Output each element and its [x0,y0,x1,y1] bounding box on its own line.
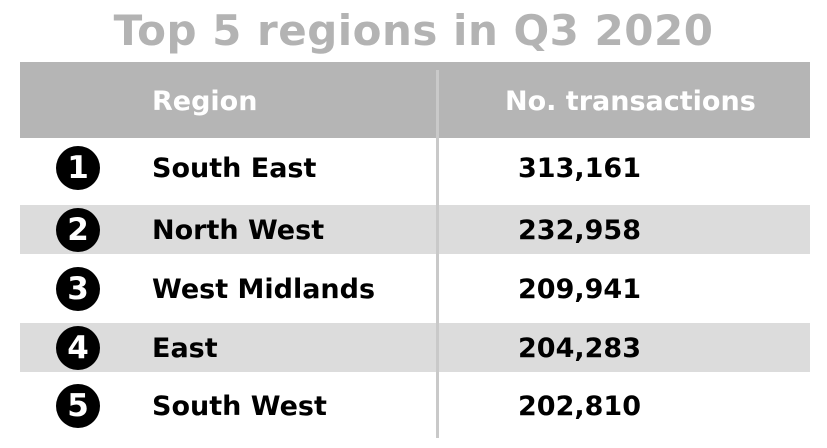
region-name: North West [152,215,325,246]
transactions-value: 232,958 [518,215,641,246]
regions-table: Region No. transactions 1 South East 313… [20,62,810,442]
rank-badge: 2 [56,208,100,252]
table-header: Region No. transactions [20,62,810,138]
rank-badge: 4 [56,326,100,370]
rank-badge: 5 [56,384,100,428]
rank-badge: 1 [56,146,100,190]
rank-badge: 3 [56,267,100,311]
transactions-value: 204,283 [518,333,641,364]
region-name: East [152,333,218,364]
table-row: 2 North West 232,958 [20,205,810,254]
transactions-value: 313,161 [518,153,641,184]
region-name: West Midlands [152,274,376,305]
column-header-transactions: No. transactions [505,86,756,117]
transactions-value: 209,941 [518,274,641,305]
region-name: South West [152,391,327,422]
table-row: 3 West Midlands 209,941 [20,264,810,313]
page-title: Top 5 regions in Q3 2020 [113,6,714,55]
column-divider [436,70,439,438]
column-header-region: Region [152,86,258,117]
transactions-value: 202,810 [518,391,641,422]
table-row: 4 East 204,283 [20,323,810,372]
table-row: 5 South West 202,810 [20,381,810,430]
region-name: South East [152,153,317,184]
table-row: 1 South East 313,161 [20,143,810,192]
